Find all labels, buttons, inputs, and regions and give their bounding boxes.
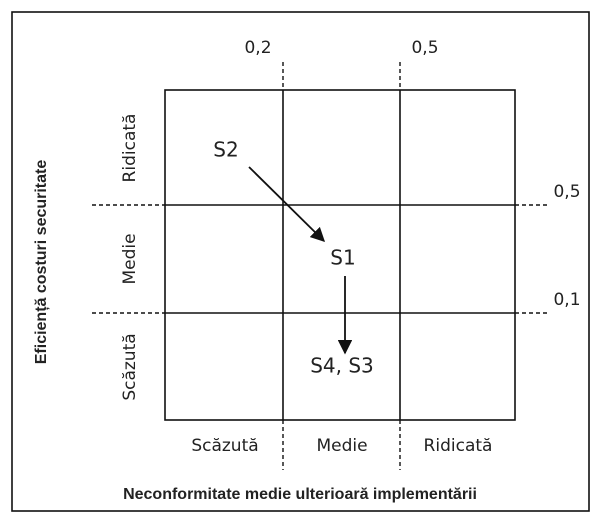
frame <box>11 11 590 512</box>
x-threshold: 0,2 <box>244 38 271 58</box>
x-level: Medie <box>316 436 367 456</box>
x-axis-title: Neconformitate medie ulterioară implemen… <box>123 486 477 503</box>
y-axis-title: Eficiență costuri securitate <box>33 160 50 365</box>
node-label: S4, S3 <box>310 354 374 378</box>
y-threshold: 0,5 <box>553 182 580 202</box>
y-level: Medie <box>120 233 140 284</box>
x-threshold: 0,5 <box>411 38 438 58</box>
x-level: Scăzută <box>191 436 258 456</box>
y-level: Ridicată <box>120 114 140 183</box>
y-level: Scăzută <box>120 333 140 400</box>
x-level: Ridicată <box>424 436 493 456</box>
y-threshold: 0,1 <box>553 290 580 310</box>
arrow <box>248 166 326 243</box>
node-label: S2 <box>213 138 238 162</box>
matrix <box>164 89 516 421</box>
node-label: S1 <box>330 246 355 270</box>
